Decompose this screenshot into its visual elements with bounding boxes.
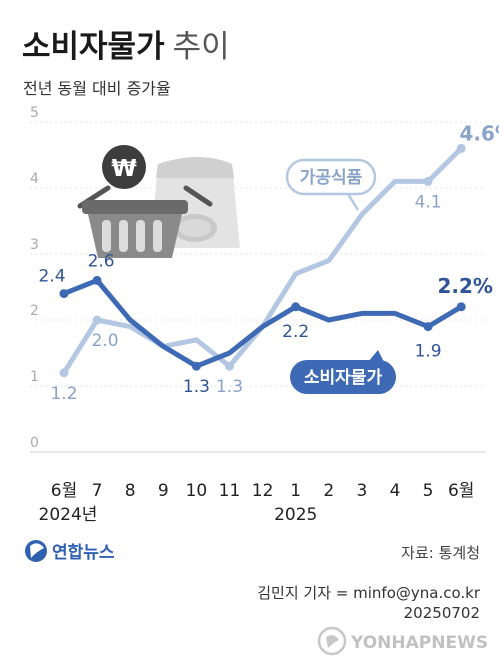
chart-subtitle: 전년 동월 대비 증가율 [23,79,171,98]
data-label: 2.4 [38,267,65,287]
data-point [456,302,466,312]
data-point [456,143,466,153]
x-tick-label: 11 [219,481,241,501]
y-tick-label: 5 [30,105,39,121]
watermark: YONHAPNEWS [317,626,488,656]
x-tick-label: 4 [390,481,401,501]
data-label: 1.3 [216,377,243,397]
legend-tag-processed-food: 가공식품 [285,158,377,211]
reporter-credit: 김민지 기자 = minfo@yna.co.kr [257,584,481,602]
data-point [191,361,201,371]
data-label: 2.0 [92,331,119,351]
page-title: 소비자물가 추이 [22,29,230,65]
x-tick-label: 3 [356,481,367,501]
data-label: 2.6 [88,251,115,271]
x-tick-label: 7 [92,481,103,501]
data-label: 4.6% [459,121,499,145]
data-label: 1.9 [415,342,442,362]
yonhap-logo: 연합뉴스 [25,540,115,563]
data-label: 2.2 [282,322,309,342]
y-tick-label: 1 [30,369,39,385]
won-sign-icon: ₩ [111,156,137,182]
data-point [59,289,69,299]
x-tick-label: 6월 [51,481,77,501]
publish-date: 20250702 [404,604,480,622]
gridlines [30,121,486,453]
y-tick-label: 2 [30,303,39,319]
y-tick-label: 3 [30,237,39,253]
y-tick-label: 4 [30,171,39,187]
x-tick-label: 10 [186,481,208,501]
data-point [92,275,102,285]
x-tick-label: 6월 [448,481,474,501]
x-tick-label: 2 [323,481,334,501]
data-point [423,176,433,186]
x-year-label: 2024년 [39,505,98,525]
data-point [59,368,69,378]
y-tick-labels: 0 1 2 3 4 5 [30,105,39,451]
data-label: 2.2% [437,274,492,298]
data-label: 1.3 [183,377,210,397]
logo-text: 연합뉴스 [52,542,115,563]
data-point [225,361,234,371]
legend-tag-cpi: 소비자물가 [290,350,396,394]
data-point [291,302,301,312]
watermark-text: YONHAPNEWS [350,633,488,653]
data-label: 4.1 [415,192,442,212]
title-sub: 추이 [173,29,230,65]
y-tick-label: 0 [30,435,39,451]
x-tick-label: 9 [158,481,169,501]
legend-label-processed-food: 가공식품 [300,168,363,188]
legend-label-cpi: 소비자물가 [304,368,383,388]
series-layer: 1.2 2.0 1.3 4.1 4.6% 2.4 2.6 1.3 2.2 1.9 2.2% [38,121,499,403]
shopping-basket-icon: ₩ [77,145,240,258]
x-year-label: 2025 [274,505,317,525]
x-tick-label: 1 [290,481,301,501]
x-tick-label: 8 [125,481,136,501]
x-tick-label: 5 [423,481,434,501]
data-label: 1.2 [50,384,77,404]
data-point [423,322,433,332]
data-point [92,315,102,325]
title-main: 소비자물가 [22,29,165,65]
x-tick-label: 12 [252,481,274,501]
source-note: 자료: 통계청 [401,544,480,562]
series-line [63,277,463,369]
